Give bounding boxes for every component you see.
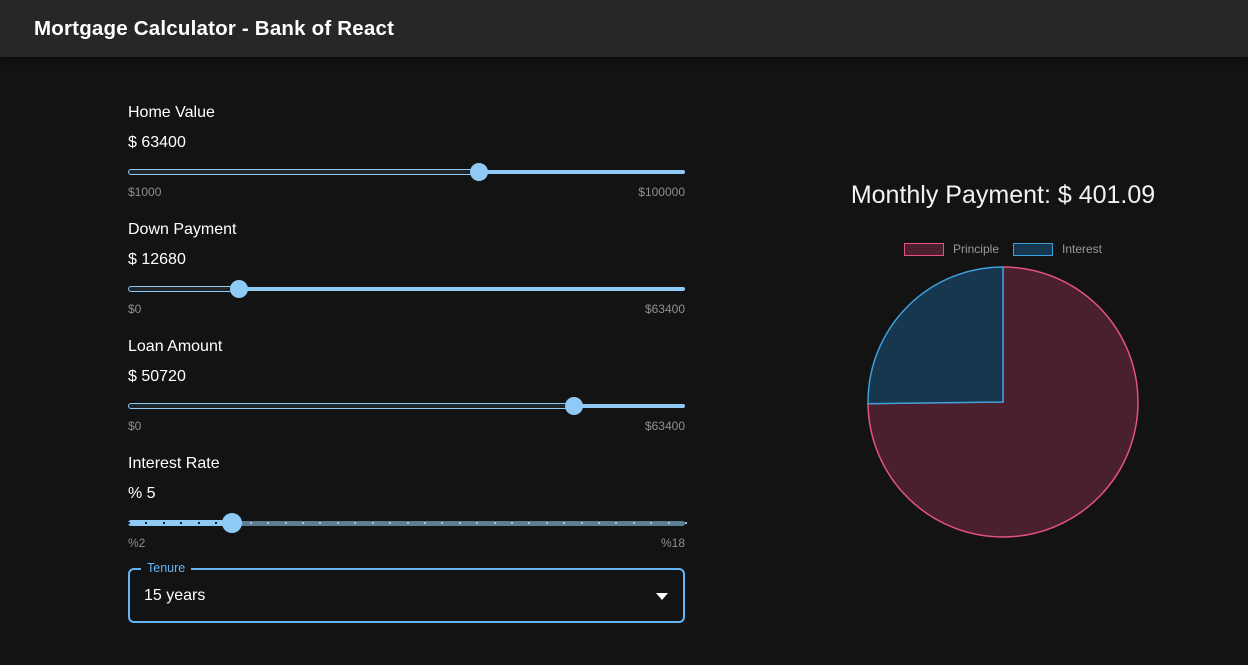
interest-rate-section: Interest Rate % 5 %2 %18 [128,455,687,559]
slider-mark [493,522,496,524]
slider-mark [685,522,687,524]
slider-mark [528,522,531,524]
slider-rail [479,170,685,174]
slider-mark [389,522,392,524]
slider-mark [267,522,270,524]
slider-value: $ 50720 [128,368,186,385]
slider-max-label: $63400 [644,419,685,433]
slider-mark [597,522,600,524]
slider-mark [145,522,148,524]
slider-mark [441,522,444,524]
slider-label: Home Value [128,104,215,121]
slider-label: Loan Amount [128,338,223,355]
loan-amount-section: Loan Amount $ 50720 $0 $63400 [128,338,685,442]
slider-mark [336,522,339,524]
slider-mark [197,522,200,524]
home-value-slider[interactable] [128,161,685,183]
slider-mark [249,522,252,524]
slider-mark [284,522,287,524]
chart-legend: Principle Interest [783,242,1223,256]
slider-mark [423,522,426,524]
slider-track [128,286,240,292]
slider-mark [302,522,305,524]
tenure-value: 15 years [144,586,206,604]
pie-slice-interest[interactable] [867,266,1004,405]
slider-mark [650,522,653,524]
slider-mark [215,522,218,524]
slider-rail [573,404,685,408]
monthly-payment-heading: Monthly Payment: $ 401.09 [850,181,1156,209]
slider-max-label: $63400 [644,302,685,316]
slider-mark [458,522,461,524]
slider-mark [545,522,548,524]
loan-amount-slider[interactable] [128,395,685,417]
pie-chart[interactable] [863,262,1143,542]
down-payment-section: Down Payment $ 12680 $0 $63400 [128,221,685,325]
tenure-select[interactable]: Tenure 15 years [128,561,685,623]
slider-mark [563,522,566,524]
slider-track [128,403,574,409]
slider-mark [667,522,670,524]
slider-value: $ 63400 [128,134,186,151]
controls-panel: Home Value $ 63400 $1000 $100000 Down Pa… [128,57,687,657]
slider-mark [632,522,635,524]
slider-thumb[interactable] [222,513,243,533]
chevron-down-icon [656,592,668,600]
slider-mark [371,522,374,524]
legend-interest-label: Interest [1062,242,1103,256]
slider-min-label: $0 [128,419,142,433]
slider-mark [319,522,322,524]
slider-mark [510,522,513,524]
down-payment-slider[interactable] [128,278,685,300]
home-value-section: Home Value $ 63400 $1000 $100000 [128,104,685,208]
slider-min-label: %2 [128,536,146,550]
legend-item-principle[interactable]: Principle [903,242,999,256]
slider-rail [239,287,685,291]
slider-min-label: $1000 [128,185,162,199]
slider-thumb[interactable] [564,397,583,415]
principle-swatch [903,242,944,256]
slider-value: % 5 [128,485,156,502]
legend-principle-label: Principle [952,242,999,256]
slider-min-label: $0 [128,302,142,316]
interest-rate-slider[interactable] [128,512,687,534]
tenure-label: Tenure [141,561,192,575]
slider-mark [180,522,183,524]
slider-label: Down Payment [128,221,237,238]
slider-track [128,169,480,175]
slider-mark [476,522,479,524]
slider-mark [128,522,130,524]
slider-thumb[interactable] [470,163,489,181]
slider-mark [162,522,165,524]
legend-item-interest[interactable]: Interest [1013,242,1102,256]
slider-thumb[interactable] [230,280,249,298]
interest-swatch [1013,242,1053,256]
slider-mark [615,522,618,524]
app-header: Mortgage Calculator - Bank of React [0,0,1248,57]
app-title: Mortgage Calculator - Bank of React [34,16,395,40]
slider-mark [354,522,357,524]
slider-max-label: %18 [660,536,685,550]
slider-max-label: $100000 [638,185,685,199]
slider-mark [406,522,409,524]
slider-mark [580,522,583,524]
slider-value: $ 12680 [128,251,186,268]
slider-label: Interest Rate [128,455,220,472]
